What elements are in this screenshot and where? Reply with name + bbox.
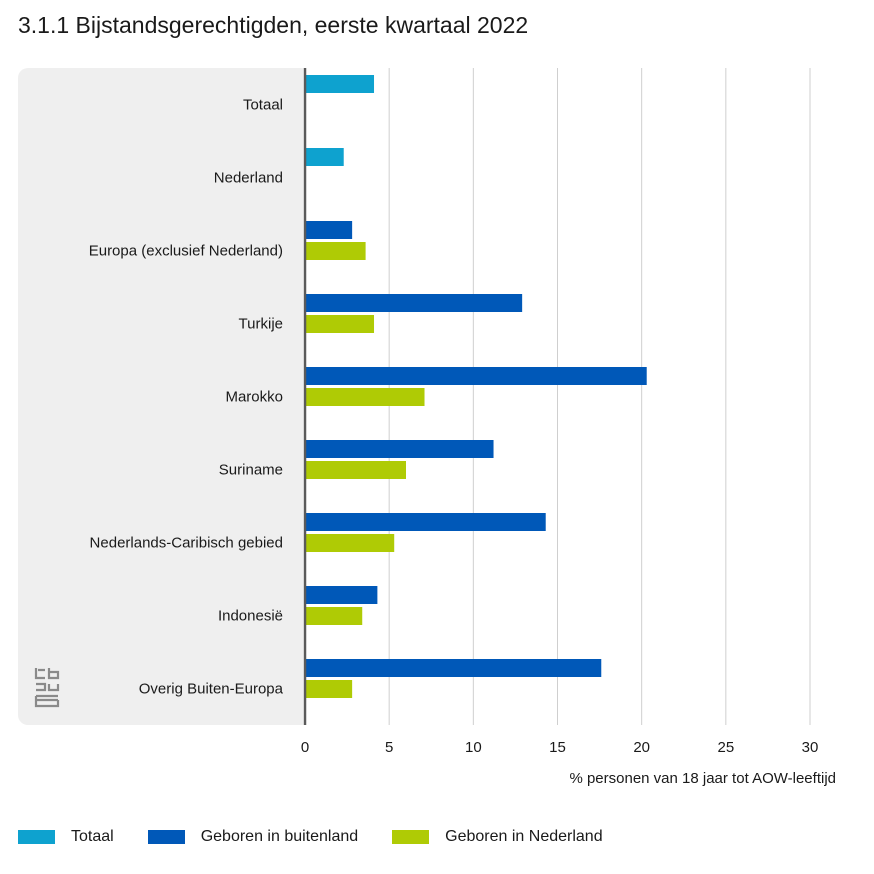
category-label: Overig Buiten-Europa (139, 681, 284, 698)
bar (305, 367, 647, 385)
category-panel (18, 68, 311, 725)
bar (305, 148, 344, 166)
x-tick-label-5: 5 (385, 739, 393, 756)
category-label: Suriname (219, 462, 283, 479)
legend-label-buitenland: Geboren in buitenland (200, 828, 359, 845)
chart-title: 3.1.1 Bijstandsgerechtigden, eerste kwar… (18, 12, 529, 38)
legend-swatch-totaal (18, 830, 55, 844)
bar (305, 659, 602, 677)
legend-label-totaal: Totaal (71, 828, 114, 845)
x-tick-label-25: 25 (717, 739, 734, 756)
legend: Totaal Geboren in buitenland Geboren in … (18, 828, 637, 846)
bar (305, 440, 494, 458)
bar (305, 534, 395, 552)
legend-item-totaal[interactable]: Totaal (18, 828, 114, 846)
category-label: Totaal (243, 97, 283, 114)
bar (305, 315, 375, 333)
category-label: Marokko (225, 389, 283, 406)
legend-item-nederland[interactable]: Geboren in Nederland (392, 828, 603, 846)
x-axis-label: % personen van 18 jaar tot AOW-leeftijd (569, 770, 836, 787)
cbs-logo-icon (34, 668, 60, 708)
legend-item-buitenland[interactable]: Geboren in buitenland (147, 828, 359, 846)
bar (305, 680, 353, 698)
bar (305, 607, 363, 625)
bar (305, 461, 406, 479)
legend-label-nederland: Geboren in Nederland (445, 828, 603, 845)
bar (305, 513, 546, 531)
x-tick-label-30: 30 (802, 739, 819, 756)
bar (305, 586, 378, 604)
bar (305, 221, 353, 239)
bar (305, 75, 375, 93)
bar-chart: 0 5 10 15 20 25 30 % personen van 18 jaar tot A… (18, 68, 836, 787)
category-label: Nederland (214, 170, 283, 187)
legend-swatch-buitenland (147, 830, 185, 844)
x-tick-label-0: 0 (301, 739, 309, 756)
x-tick-label-20: 20 (633, 739, 650, 756)
category-label: Indonesië (218, 608, 283, 625)
x-tick-label-10: 10 (465, 739, 482, 756)
legend-swatch-nederland (392, 830, 430, 844)
bar (305, 242, 366, 260)
category-label: Turkije (239, 316, 283, 333)
x-tick-label-15: 15 (549, 739, 566, 756)
bar (305, 388, 425, 406)
category-label: Nederlands-Caribisch gebied (90, 535, 283, 552)
bar (305, 294, 523, 312)
category-label: Europa (exclusief Nederland) (89, 243, 283, 260)
